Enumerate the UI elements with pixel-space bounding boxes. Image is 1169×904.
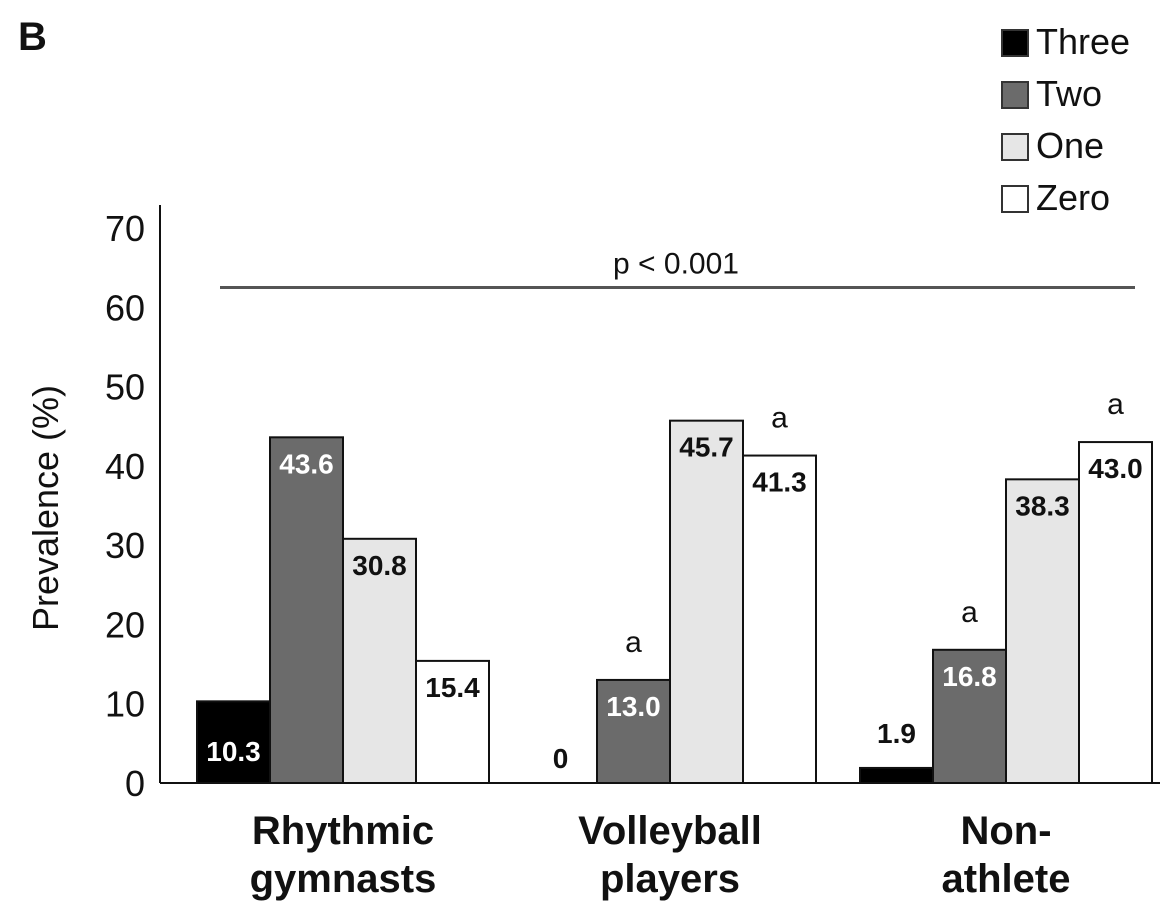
y-tick-label: 40 bbox=[105, 446, 145, 487]
value-label: 10.3 bbox=[206, 736, 261, 767]
y-tick-label: 60 bbox=[105, 287, 145, 328]
y-tick-label: 20 bbox=[105, 604, 145, 645]
legend-swatch-zero bbox=[1001, 185, 1029, 213]
value-label: 43.0 bbox=[1088, 453, 1143, 484]
category-label: athlete bbox=[942, 857, 1071, 901]
significance-labels: a a a a bbox=[625, 388, 1124, 659]
value-labels: 10.3 43.6 30.8 15.4 0 13.0 45.7 41.3 1.9 16.8 38.3… bbox=[206, 432, 1143, 774]
value-label: 30.8 bbox=[352, 550, 407, 581]
y-axis-ticks: 0 10 20 30 40 50 60 70 bbox=[105, 208, 145, 804]
value-label: 16.8 bbox=[942, 661, 997, 692]
bar-one bbox=[342, 537, 417, 784]
significance-marker: a bbox=[961, 596, 978, 629]
bar-zero bbox=[1078, 441, 1153, 784]
value-label: 1.9 bbox=[877, 718, 916, 749]
significance-marker: a bbox=[1107, 388, 1124, 421]
bar-one bbox=[1005, 478, 1080, 784]
legend-label-one: One bbox=[1036, 125, 1104, 166]
legend: Three Two One Zero bbox=[1001, 21, 1130, 218]
legend-swatch-two bbox=[1001, 81, 1029, 109]
category-label: Non- bbox=[960, 809, 1051, 853]
bar-one bbox=[669, 419, 744, 784]
category-label: Rhythmic bbox=[252, 809, 434, 853]
category-label: gymnasts bbox=[250, 857, 437, 901]
value-label: 43.6 bbox=[279, 448, 334, 479]
value-label: 15.4 bbox=[425, 672, 480, 703]
category-label: players bbox=[600, 857, 740, 901]
value-label: 38.3 bbox=[1015, 490, 1070, 521]
legend-label-zero: Zero bbox=[1036, 177, 1110, 218]
bar-three bbox=[859, 766, 934, 785]
p-value-label: p < 0.001 bbox=[613, 247, 739, 280]
legend-label-three: Three bbox=[1036, 21, 1130, 62]
value-label: 41.3 bbox=[752, 467, 807, 498]
legend-swatch-one bbox=[1001, 133, 1029, 161]
y-tick-label: 30 bbox=[105, 525, 145, 566]
panel-letter: B bbox=[18, 15, 47, 59]
y-tick-label: 50 bbox=[105, 367, 145, 408]
legend-label-two: Two bbox=[1036, 73, 1102, 114]
value-label: 13.0 bbox=[606, 691, 661, 722]
category-label: Volleyball bbox=[578, 809, 762, 853]
bar-two bbox=[269, 436, 344, 784]
bars bbox=[196, 419, 1153, 785]
value-label: 45.7 bbox=[679, 432, 734, 463]
y-tick-label: 10 bbox=[105, 684, 145, 725]
significance-marker: a bbox=[625, 626, 642, 659]
y-tick-label: 70 bbox=[105, 208, 145, 249]
legend-swatch-three bbox=[1001, 29, 1029, 57]
y-tick-label: 0 bbox=[125, 763, 145, 804]
y-axis-label: Prevalence (%) bbox=[25, 385, 66, 631]
bar-three bbox=[196, 700, 271, 784]
value-label: 0 bbox=[553, 743, 569, 774]
significance-marker: a bbox=[771, 402, 788, 435]
bar-zero bbox=[742, 454, 817, 784]
